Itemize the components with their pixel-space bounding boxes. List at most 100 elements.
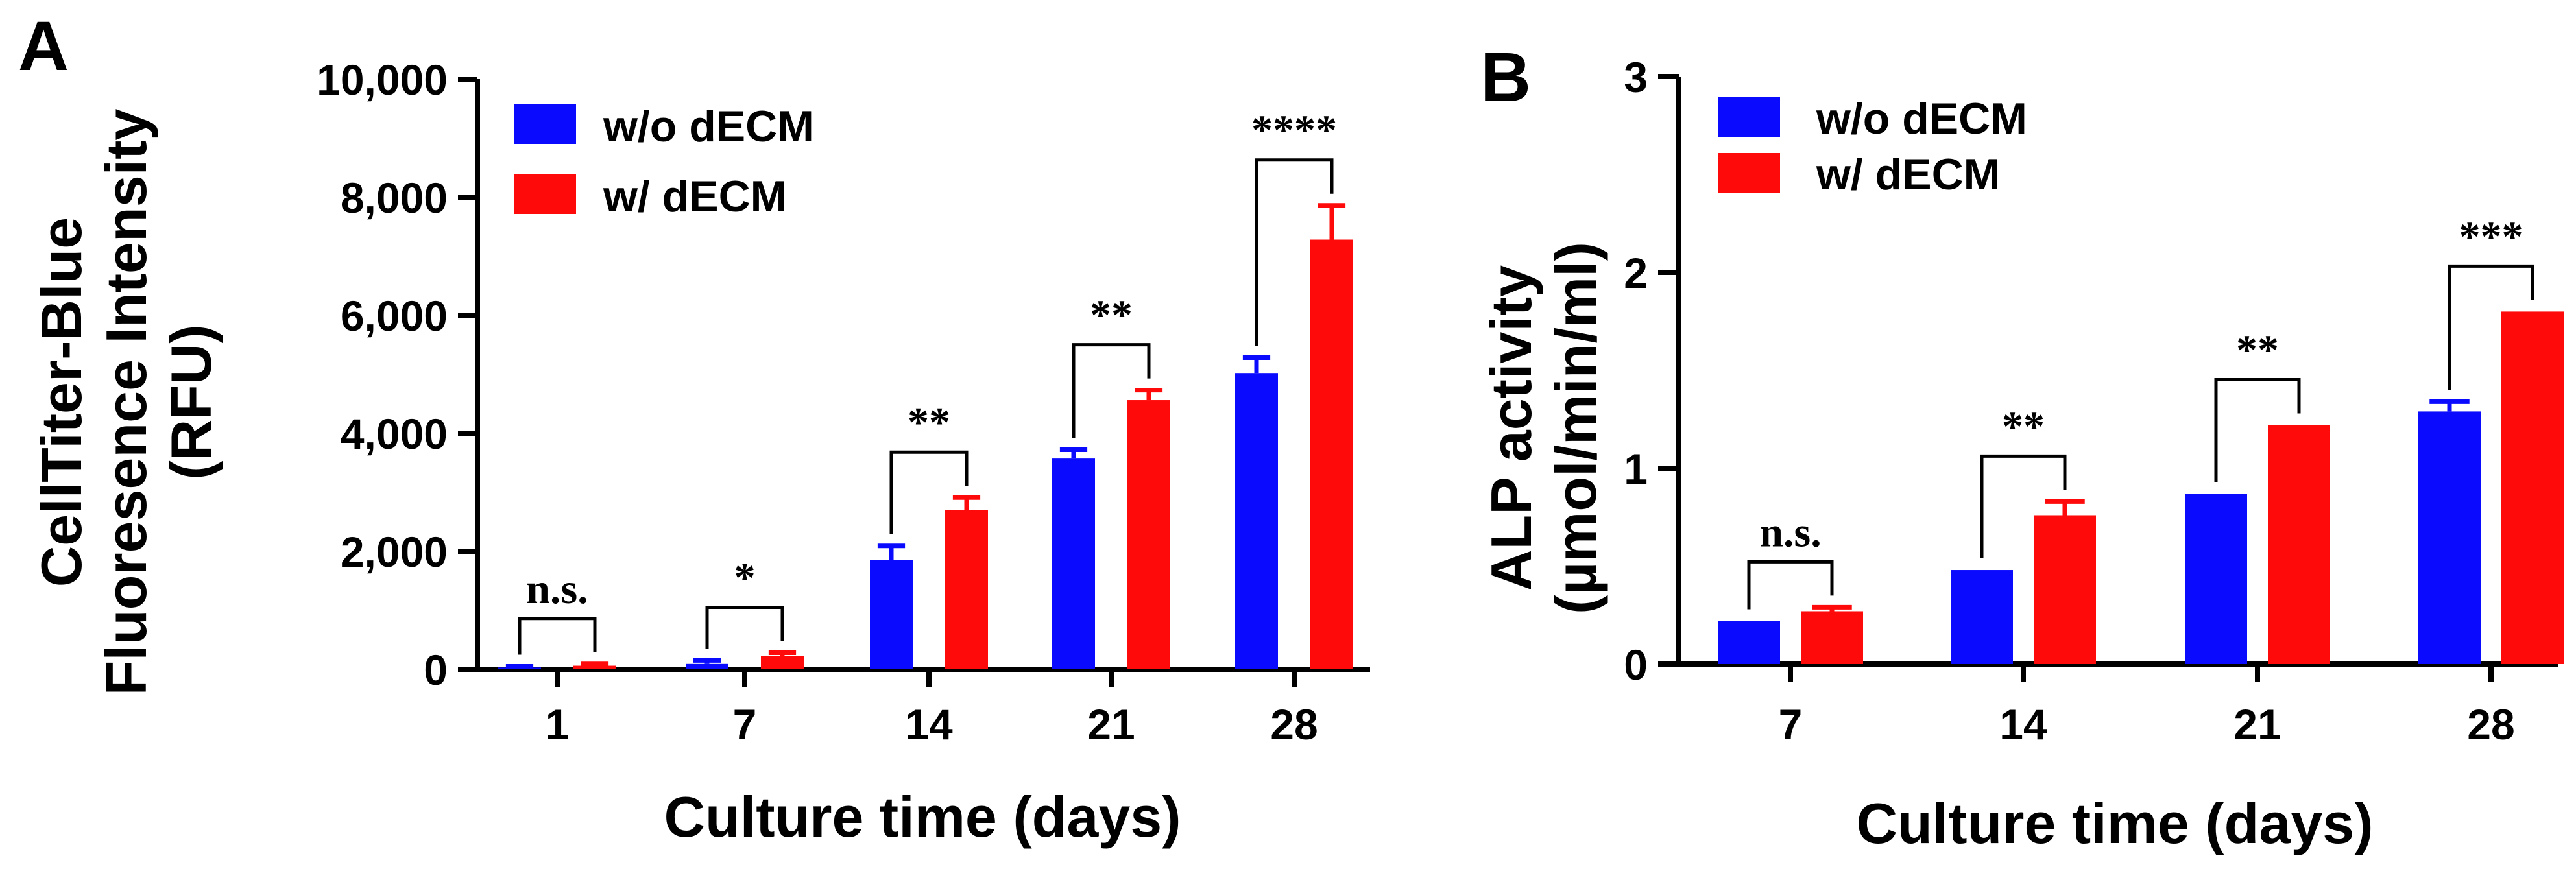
panel-b-sig-label-day-21: ** — [2236, 327, 2279, 374]
panel-a-legend-swatch-without — [514, 104, 576, 144]
panel-b-y-axis-title-line-2: (µmol/min/ml) — [1544, 242, 1608, 614]
panel-b-y-axis-title: ALP activity (µmol/min/ml) — [1479, 242, 1608, 614]
panel-a-bar-without-day-14 — [870, 560, 913, 669]
panel-b-y-tick-label: 0 — [1624, 641, 1648, 689]
panel-a-sig-label-day-7: * — [734, 554, 756, 602]
panel-a-bar-with-day-21 — [1127, 400, 1170, 669]
panel-a-bar-without-day-7 — [686, 663, 728, 669]
panel-a-y-axis-title: CellTiter-Blue Fluoresence Intensity (RF… — [29, 109, 223, 696]
panel-a-y-tick-label: 4,000 — [341, 410, 448, 458]
panel-a-x-tick-label: 28 — [1270, 700, 1318, 748]
panel-a-error-bar-with-day-21 — [1135, 388, 1163, 401]
panel-b-sig-label-day-14: ** — [2002, 403, 2045, 450]
panel-b-bar-with-day-28 — [2501, 311, 2564, 664]
panel-a-sig-label-day-28: **** — [1251, 107, 1337, 154]
panel-a-y-axis-title-line-1: CellTiter-Blue — [29, 217, 93, 588]
panel-a-legend-swatch-with — [514, 174, 576, 214]
panel-a-x-tick-label: 21 — [1087, 700, 1135, 748]
panel-b-y-tick-labels: 0 1 2 3 — [1624, 53, 1648, 689]
panel-a-y-tick-label: 8,000 — [341, 174, 448, 222]
panel-b-error-bars — [1812, 399, 2470, 612]
panel-b-bar-with-day-7 — [1801, 611, 1863, 664]
panel-b-error-bar-with-day-14 — [2045, 499, 2085, 516]
panel-b-x-tick-label: 28 — [2467, 700, 2514, 748]
panel-b-y-tick-label: 1 — [1624, 445, 1648, 493]
panel-b-y-ticks — [1658, 74, 1679, 667]
panel-a-chart: A CellTiter-Blue Fluoresence Intensity (… — [18, 6, 1370, 849]
panel-b-legend-swatch-with — [1718, 153, 1780, 193]
panel-b-x-ticks — [1788, 664, 2494, 682]
panel-b-error-bar-without-day-28 — [2429, 399, 2470, 412]
panel-a-x-tick-label: 1 — [546, 700, 570, 748]
panel-a-error-bar-without-day-28 — [1242, 355, 1271, 374]
panel-a-significance-brackets — [518, 158, 1334, 655]
panel-b-x-tick-labels: 7 14 21 28 — [1779, 700, 2515, 748]
panel-b-bar-without-day-28 — [2418, 411, 2481, 664]
panel-a-bar-without-day-21 — [1052, 458, 1095, 669]
panel-a-letter: A — [18, 6, 69, 85]
panel-b-legend-label-without: w/o dECM — [1816, 94, 2027, 143]
panel-a-y-tick-label: 6,000 — [341, 292, 448, 340]
panel-a-bar-with-day-7 — [761, 656, 804, 669]
panel-a-bracket-day-1 — [518, 617, 597, 655]
panel-b-chart: B ALP activity (µmol/min/ml) 0 1 2 3 7 — [1479, 38, 2564, 855]
panel-a-x-ticks — [555, 669, 1297, 687]
panel-a-x-tick-labels: 1 7 14 21 28 — [546, 700, 1318, 748]
panel-a-error-bar-with-day-1 — [581, 661, 609, 667]
panel-a-y-tick-label: 2,000 — [341, 528, 448, 576]
panel-b-y-tick-label: 3 — [1624, 53, 1648, 101]
panel-a-bar-with-day-1 — [573, 665, 616, 669]
panel-b-legend-swatch-without — [1718, 97, 1780, 137]
panel-b-bar-without-day-21 — [2185, 494, 2247, 664]
panel-b-x-tick-label: 21 — [2233, 700, 2281, 748]
panel-a-sig-label-day-21: ** — [1090, 292, 1133, 339]
panel-a-legend: w/o dECM w/ dECM — [514, 102, 814, 221]
panel-b-significance-labels: n.s. ** ** *** — [1759, 213, 2523, 556]
panel-a-error-bar-without-day-7 — [693, 658, 721, 664]
panel-a-legend-label-with: w/ dECM — [603, 172, 787, 221]
panel-b-y-axis-title-line-1: ALP activity — [1479, 265, 1543, 591]
panel-b-sig-label-day-28: *** — [2459, 213, 2523, 260]
panel-a-error-bar-with-day-7 — [768, 650, 797, 656]
panel-a-bar-without-day-28 — [1235, 373, 1278, 669]
panel-b-x-tick-label: 7 — [1779, 700, 1803, 748]
panel-b-bar-with-day-21 — [2268, 425, 2330, 664]
panel-a-error-bar-without-day-1 — [505, 663, 534, 669]
panel-b-legend-label-with: w/ dECM — [1816, 150, 2000, 199]
panel-a-sig-label-day-14: ** — [908, 399, 950, 446]
panel-b-bracket-day-21 — [2214, 378, 2301, 482]
panel-a-x-tick-label: 14 — [905, 700, 953, 748]
panel-a-sig-label-day-1: n.s. — [526, 565, 588, 613]
panel-a-y-axis-title-line-2: Fluoresence Intensity — [94, 109, 158, 696]
panel-a-significance-labels: n.s. * ** ** **** — [526, 107, 1337, 613]
panel-a-error-bar-without-day-14 — [877, 543, 906, 560]
panel-a-y-tick-label: 0 — [424, 646, 448, 694]
panel-a-error-bars — [505, 203, 1346, 669]
panel-a-x-tick-label: 7 — [733, 700, 757, 748]
panel-b-x-tick-label: 14 — [1999, 700, 2047, 748]
panel-b-bar-without-day-7 — [1718, 621, 1780, 664]
panel-b-bracket-day-7 — [1747, 560, 1834, 610]
panel-a-bracket-day-21 — [1072, 343, 1151, 438]
panel-b-bracket-day-14 — [1980, 454, 2067, 559]
panel-b-legend: w/o dECM w/ dECM — [1718, 94, 2027, 199]
panel-a-y-tick-labels: 0 2,000 4,000 6,000 8,000 10,000 — [317, 56, 448, 694]
panel-b-sig-label-day-7: n.s. — [1759, 508, 1821, 556]
panel-b-significance-brackets — [1747, 264, 2534, 610]
panel-a-y-tick-label: 10,000 — [317, 56, 448, 104]
panel-a-bracket-day-7 — [705, 606, 784, 649]
panel-a-bars — [498, 239, 1353, 669]
panel-b-letter: B — [1480, 38, 1531, 116]
panel-b-y-tick-label: 2 — [1624, 249, 1648, 297]
panel-a-legend-label-without: w/o dECM — [603, 102, 814, 151]
panel-b-bar-without-day-14 — [1951, 570, 2013, 664]
panel-a-error-bar-with-day-28 — [1318, 203, 1346, 240]
panel-a-y-ticks — [458, 77, 477, 672]
panel-b-bracket-day-28 — [2448, 264, 2534, 390]
panel-a-bracket-day-14 — [889, 450, 969, 534]
panel-b-bar-with-day-14 — [2034, 515, 2096, 664]
panel-a-x-axis-title: Culture time (days) — [664, 785, 1181, 849]
panel-a-error-bar-with-day-14 — [952, 495, 981, 510]
panel-a-bar-with-day-28 — [1310, 239, 1353, 669]
